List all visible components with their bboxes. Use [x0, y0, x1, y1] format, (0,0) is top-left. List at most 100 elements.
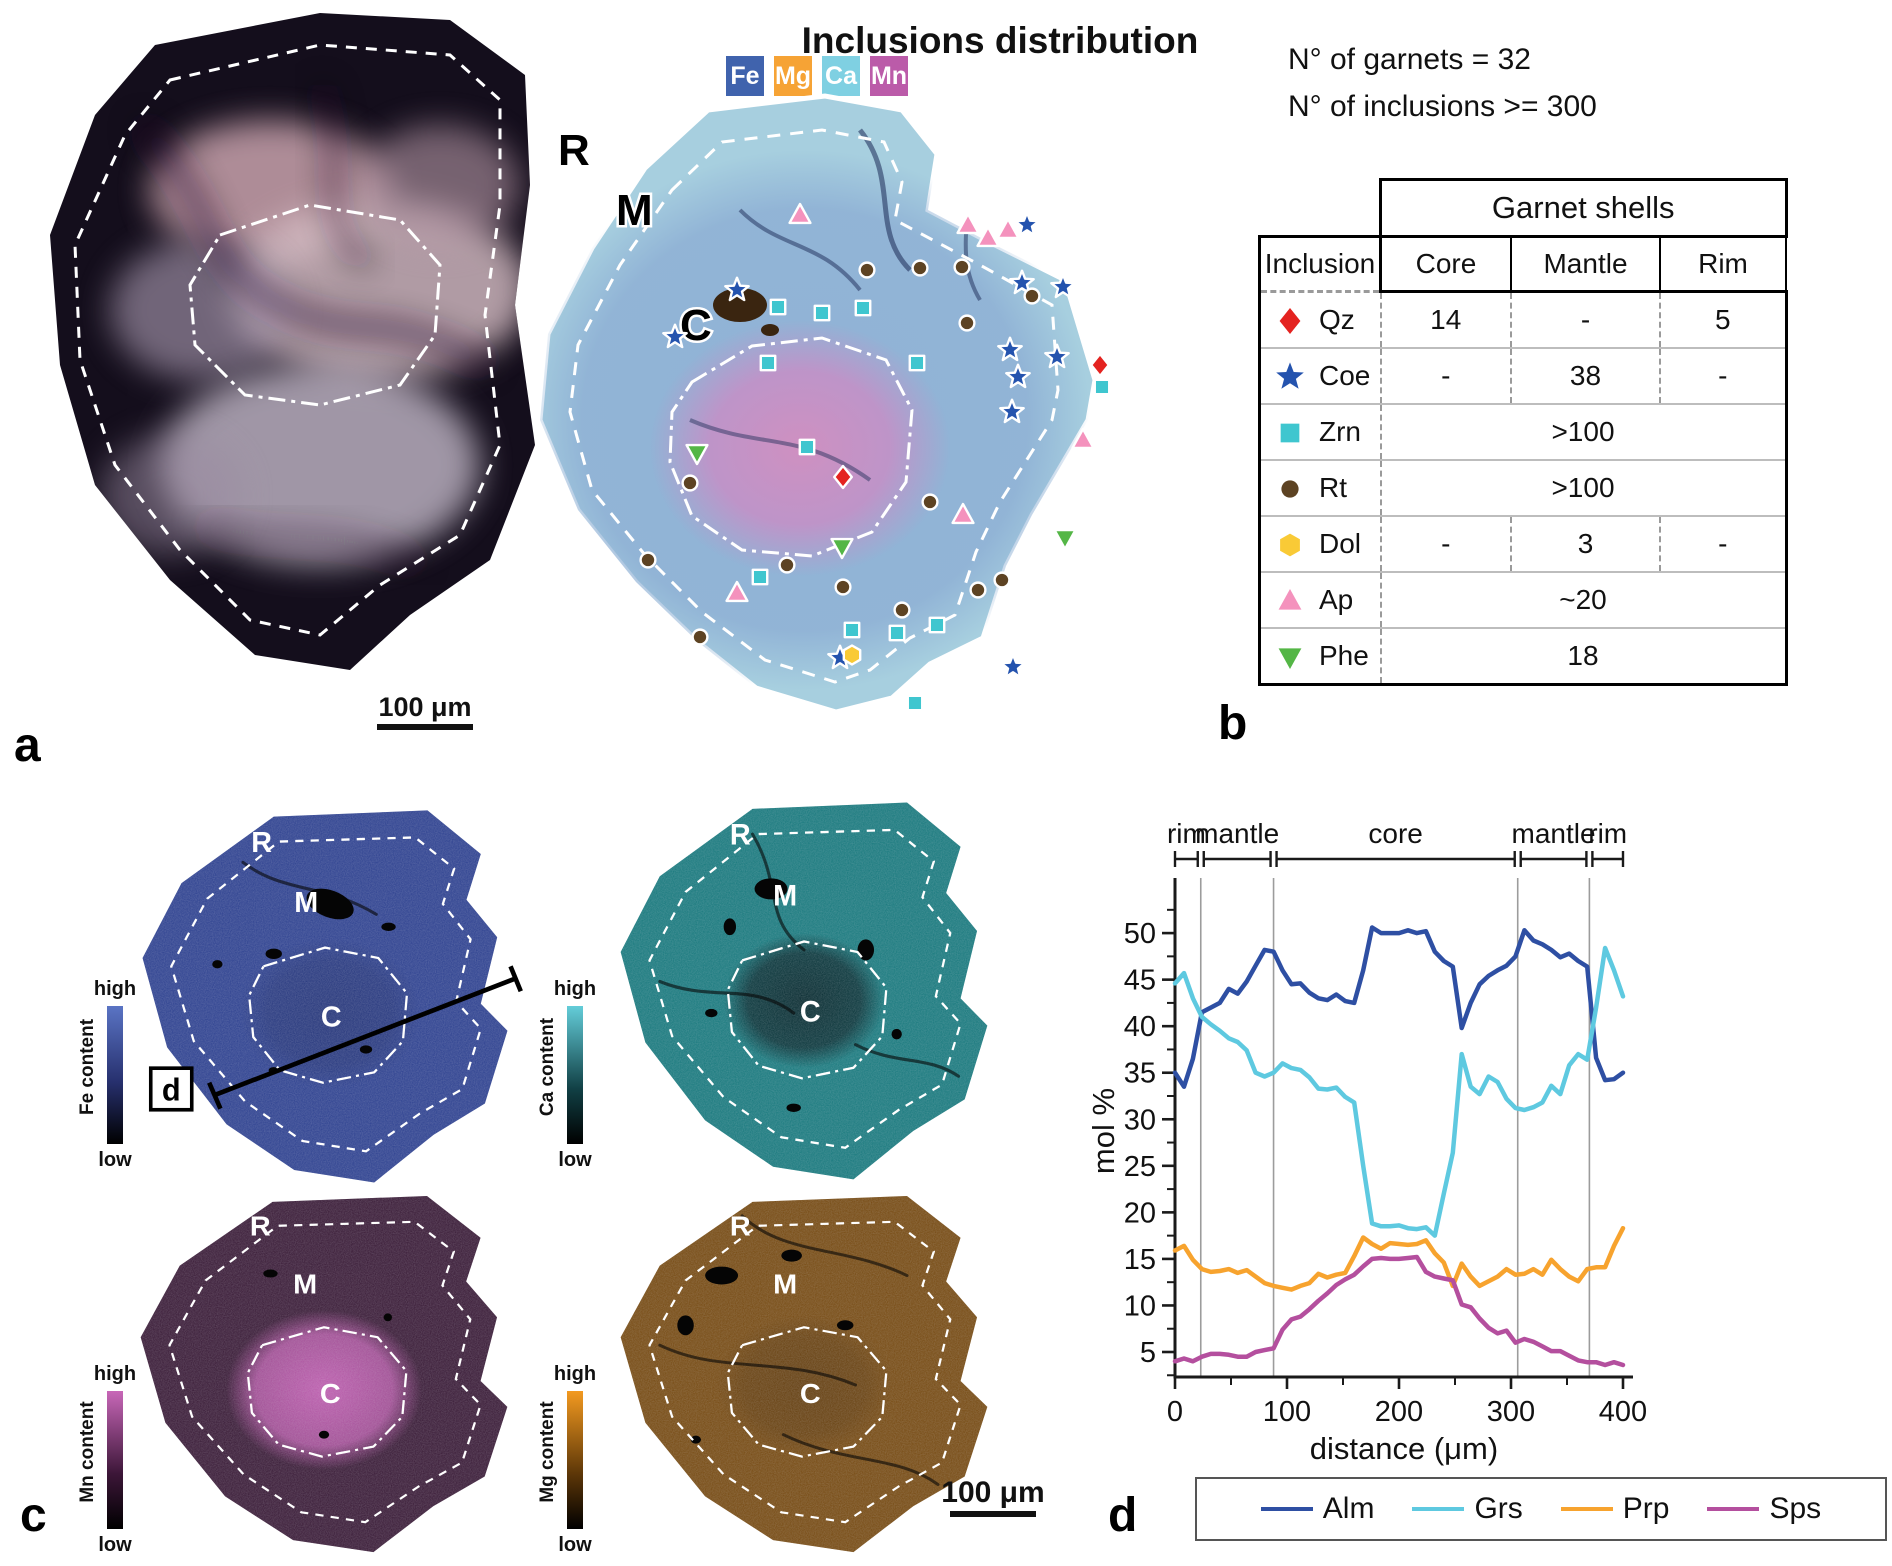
fe-colorbar-rail — [107, 1006, 123, 1144]
inclusion-marker-triangle-up — [976, 225, 1000, 248]
figure-title: Inclusions distribution — [801, 20, 1199, 61]
inclusion-marker-circle — [691, 628, 709, 646]
cb-name: Mg content — [537, 1401, 558, 1503]
inclusion-name: Dol — [1319, 528, 1362, 559]
inclusion-name: Ap — [1319, 584, 1354, 615]
zone-bracket-label: rim — [1167, 818, 1206, 849]
legend-label: Sps — [1769, 1492, 1822, 1525]
map-tag-ca: Ca — [569, 804, 607, 837]
axis-tick-label: 50 — [1124, 918, 1156, 950]
axis-tick-label: 300 — [1487, 1396, 1535, 1428]
inclusion-marker-circle — [834, 578, 852, 596]
composite-core-contour — [668, 336, 914, 558]
composite-element-map: R M C — [537, 93, 1111, 715]
table-row-ap: Ap ~20 — [1258, 571, 1788, 628]
inclusion-table: Garnet shells Inclusion Core Mantle Rim … — [1258, 178, 1788, 686]
axis-tick-label: 0 — [1167, 1396, 1183, 1428]
count-cell-rim: 5 — [1659, 291, 1788, 348]
count-cell-all-shells: 18 — [1380, 627, 1788, 686]
axis-tick-label: 35 — [1124, 1058, 1156, 1090]
ca-map: RM C — [620, 802, 988, 1180]
inclusion-marker-square — [769, 298, 787, 316]
inclusion-marker-circle — [953, 258, 971, 276]
scalebar-c-bar — [950, 1511, 1036, 1517]
element-tag-legend: Fe Mg Ca Mn — [726, 56, 908, 96]
zone-label-core: C — [680, 301, 712, 350]
square-symbol-icon — [1280, 423, 1300, 443]
photo-core-contour — [188, 203, 442, 407]
inclusion-marker-circle — [858, 261, 876, 279]
zone-bracket-label: rim — [1588, 818, 1627, 849]
stat-garnets: N° of garnets = 32 — [1288, 43, 1531, 76]
zone-bracket-label: mantle — [1512, 818, 1596, 849]
inclusion-marker-triangle-up — [788, 202, 812, 225]
inclusion-marker-star — [1000, 653, 1026, 679]
series-line-grs — [1172, 945, 1626, 1238]
zone-label-c: C — [321, 1001, 342, 1033]
inclusion-name-cell: Coe — [1258, 347, 1382, 404]
y-axis-label: mol % — [1086, 1088, 1121, 1174]
inclusion-marker-square — [843, 621, 861, 639]
triangle-down-symbol-icon — [1278, 648, 1302, 669]
inclusion-name-cell: Phe — [1258, 627, 1382, 686]
zone-label-m: M — [773, 880, 797, 912]
inclusion-marker-circle — [778, 556, 796, 574]
inclusion-name-cell: Rt — [1258, 459, 1382, 516]
inclusion-marker-circle — [639, 551, 657, 569]
axis-tick-label: 100 — [1263, 1396, 1311, 1428]
map-tag-fe: Fe — [93, 816, 127, 849]
series-line-prp — [1172, 1225, 1626, 1292]
count-cell-mantle: 3 — [1510, 515, 1660, 572]
mg-map: RM C — [620, 1195, 988, 1553]
inclusion-marker-square — [1093, 378, 1111, 396]
inclusion-marker-star — [997, 336, 1023, 362]
count-cell-core: - — [1380, 347, 1511, 404]
count-cell-mantle: - — [1510, 291, 1660, 348]
cb-low: low — [98, 1534, 132, 1556]
cb-low: low — [558, 1149, 592, 1171]
inclusion-marker-triangle-down — [830, 537, 854, 560]
transect-label: d — [162, 1072, 181, 1107]
panel-label-d: d — [1108, 1489, 1138, 1542]
inclusion-marker-circle — [893, 601, 911, 619]
table-group-header: Garnet shells — [1379, 178, 1788, 238]
count-cell-all-shells: ~20 — [1380, 571, 1788, 628]
inclusion-marker-circle — [1023, 287, 1041, 305]
count-cell-rim: - — [1659, 347, 1788, 404]
x-axis-label: distance (μm) — [1310, 1431, 1498, 1466]
legend-line-sample — [1260, 1507, 1313, 1511]
scalebar-c: 100 μm — [938, 1476, 1048, 1517]
diamond-symbol-icon — [1279, 308, 1301, 334]
inclusion-marker-circle — [681, 474, 699, 492]
cb-low: low — [558, 1534, 592, 1556]
inclusion-marker-triangle-up — [951, 502, 975, 525]
inclusion-marker-square — [751, 568, 769, 586]
inclusion-name-cell: Dol — [1258, 515, 1382, 572]
cb-name: Fe content — [77, 1018, 98, 1116]
axis-tick-label: 25 — [1124, 1151, 1156, 1183]
inclusion-marker-circle — [993, 571, 1011, 589]
zone-bracket-label: mantle — [1195, 818, 1279, 849]
scalebar-a: 100 μm — [370, 692, 480, 730]
map-tag-mg: Mg — [567, 1202, 609, 1235]
inclusion-markers — [639, 202, 1111, 712]
mn-colorbar: high low Mn content — [70, 1363, 160, 1557]
mn-colorbar-rail — [107, 1391, 123, 1529]
inclusion-marker-hexagon — [842, 644, 862, 666]
inclusion-name: Phe — [1319, 640, 1369, 671]
col-header-inclusion: Inclusion — [1258, 235, 1382, 293]
element-tag-ca: Ca — [822, 56, 860, 96]
inclusion-marker-star — [1009, 269, 1035, 295]
count-cell-mantle: 38 — [1510, 347, 1660, 404]
ca-colorbar: high low Ca content — [530, 978, 620, 1172]
star-symbol-icon — [1276, 362, 1304, 389]
inclusion-marker-square — [888, 624, 906, 642]
zone-label-r: R — [250, 1211, 271, 1242]
circle-symbol-icon — [1281, 480, 1299, 498]
fe-map: RM Cd — [142, 810, 523, 1183]
inclusion-marker-star — [1014, 211, 1040, 237]
count-cell-all-shells: >100 — [1380, 459, 1788, 516]
inclusion-marker-square — [908, 354, 926, 372]
cb-high: high — [553, 1363, 597, 1385]
table-row-phe: Phe 18 — [1258, 627, 1788, 686]
